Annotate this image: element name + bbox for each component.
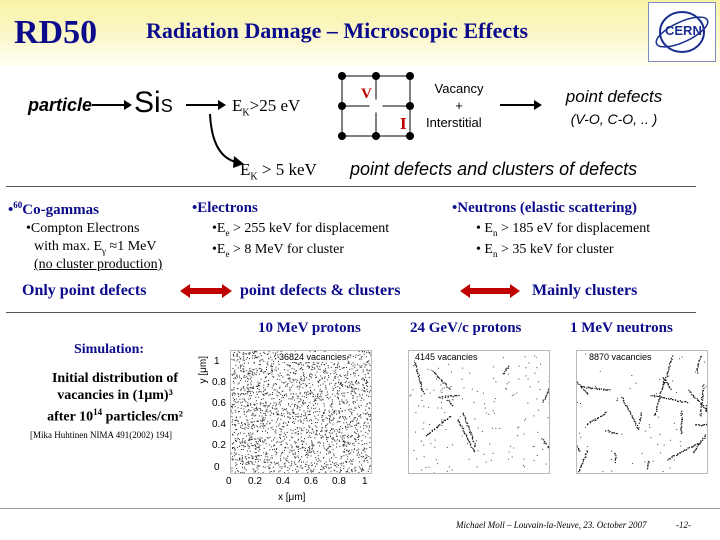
clusters-text: point defects and clusters of defects xyxy=(350,159,638,179)
simulation-panel-24gev-protons: 4145 vacancies xyxy=(408,350,550,474)
gamma-line3: (no cluster production) xyxy=(34,257,163,272)
y-tick: 0.2 xyxy=(212,440,226,451)
y-tick: 0.4 xyxy=(212,419,226,430)
electrons-title: •Electrons xyxy=(192,200,258,216)
point-defects-result: point defects (V-O, C-O, .. ) xyxy=(565,87,663,127)
y-tick: 0 xyxy=(214,462,220,473)
vacancy-scatter xyxy=(409,353,549,473)
x-tick: 0.8 xyxy=(332,476,346,487)
vacancy-scatter xyxy=(577,352,707,473)
arrow-right-icon xyxy=(92,100,132,110)
summary-point-defects: Only point defects xyxy=(22,282,147,299)
x-tick: 1 xyxy=(362,476,368,487)
curved-arrow-icon xyxy=(209,113,244,168)
y-axis-label: y [μm] xyxy=(198,356,209,384)
y-tick: 0.8 xyxy=(212,377,226,388)
x-tick: 0 xyxy=(226,476,232,487)
vacancy-scatter xyxy=(231,351,371,473)
particle-label: particle xyxy=(28,95,93,115)
cern-logo-icon xyxy=(655,11,709,53)
electrons-line1: •Ee > 255 keV for displacement xyxy=(212,221,390,238)
rd50-logo: RD50 xyxy=(14,14,98,51)
x-axis-label: x [μm] xyxy=(278,492,306,503)
simulation-description: Initial distribution of vacancies in (1μ… xyxy=(47,371,183,425)
slide-title: Radiation Damage – Microscopic Effects xyxy=(146,18,529,43)
y-tick: 1 xyxy=(214,356,220,367)
vacancy-count: 8870 vacancies xyxy=(589,352,652,362)
arrow-right-icon xyxy=(186,100,226,110)
vacancy-interstitial-text: Vacancy + Interstitial xyxy=(426,81,484,130)
panel-heading-1mev-neutrons: 1 MeV neutrons xyxy=(570,320,673,336)
x-tick: 0.4 xyxy=(276,476,290,487)
footer-author: Michael Moll – Louvain-la-Neuve, 23. Oct… xyxy=(456,520,647,530)
double-arrow-icon xyxy=(180,284,232,298)
divider-middle xyxy=(6,312,696,313)
panel-heading-24gev-protons: 24 GeV/c protons xyxy=(410,320,522,336)
panel-heading-10mev-protons: 10 MeV protons xyxy=(258,320,361,336)
vacancy-count: 36824 vacancies xyxy=(279,352,347,362)
y-tick: 0.6 xyxy=(212,398,226,409)
cern-logo-text: CERN xyxy=(665,23,702,38)
arrow-right-icon xyxy=(500,100,542,110)
footer-divider xyxy=(0,508,720,509)
si-label: SiS xyxy=(134,86,173,119)
vacancy-v-label: V xyxy=(361,86,372,102)
x-tick: 0.2 xyxy=(248,476,262,487)
footer-page-number: -12- xyxy=(676,520,691,530)
interstitial-i-label: I xyxy=(400,114,407,133)
summary-mainly-clusters: Mainly clusters xyxy=(532,282,638,299)
gamma-title: •60Co-gammas xyxy=(8,200,99,218)
electrons-line2: •Ee > 8 MeV for cluster xyxy=(212,242,345,259)
cern-logo: CERN xyxy=(648,2,716,62)
neutrons-line1: • En > 185 eV for displacement xyxy=(476,221,651,238)
simulation-panel-10mev-protons: 36824 vacancies xyxy=(230,350,372,474)
gamma-line1: •Compton Electrons xyxy=(26,221,140,236)
simulation-reference: [Mika Huhtinen NIMA 491(2002) 194] xyxy=(30,430,172,440)
ek-threshold-label: EK>25 eV xyxy=(232,96,301,119)
ek-cluster-threshold: EK > 5 keV xyxy=(240,160,317,183)
x-tick: 0.6 xyxy=(304,476,318,487)
vacancy-count: 4145 vacancies xyxy=(415,352,478,362)
neutrons-line2: • En > 35 keV for cluster xyxy=(476,242,614,259)
gamma-line2: with max. Eγ ≈1 MeV xyxy=(34,239,157,256)
double-arrow-icon xyxy=(460,284,520,298)
simulation-label: Simulation: xyxy=(74,342,145,357)
simulation-panel-1mev-neutrons: 8870 vacancies xyxy=(576,350,708,474)
divider-top xyxy=(6,186,696,187)
lattice-diagram xyxy=(338,72,414,140)
header-band xyxy=(0,0,720,66)
neutrons-title: •Neutrons (elastic scattering) xyxy=(452,200,637,216)
summary-point-and-clusters: point defects & clusters xyxy=(240,282,401,299)
